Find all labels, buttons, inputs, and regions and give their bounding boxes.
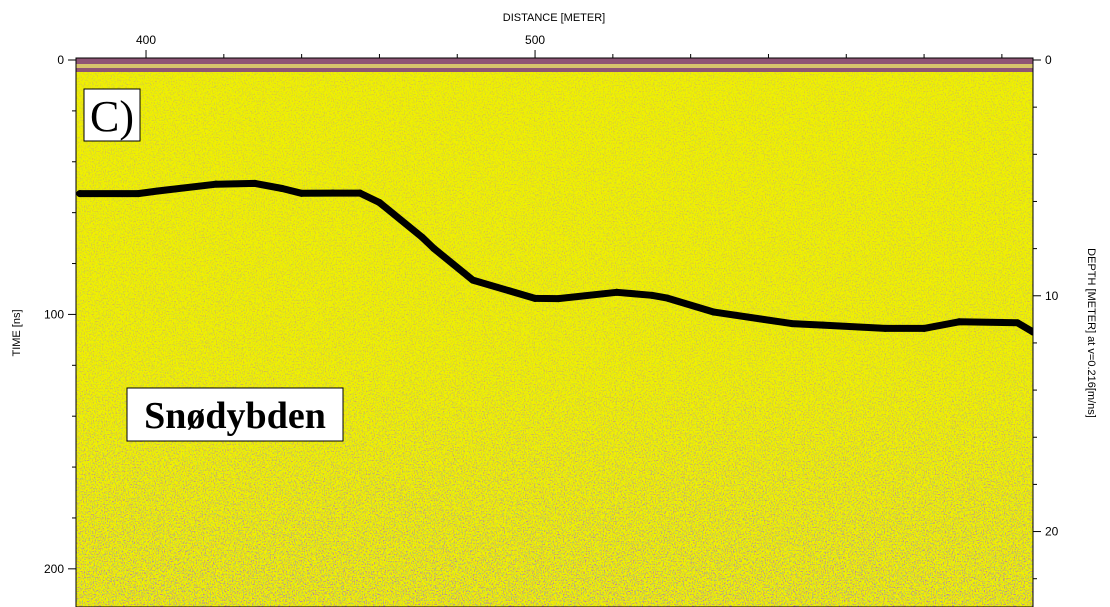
snow-depth-point bbox=[920, 324, 928, 332]
radargram-image bbox=[76, 58, 1033, 607]
annotation: Snødybden bbox=[126, 387, 344, 442]
snow-depth-point bbox=[881, 324, 889, 332]
x-axis-title: DISTANCE [METER] bbox=[503, 12, 605, 24]
snow-depth-point bbox=[298, 189, 306, 197]
snow-depth-point bbox=[1029, 328, 1033, 336]
y2-tick-label: 0 bbox=[1045, 53, 1052, 67]
snow-depth-point bbox=[1013, 319, 1021, 327]
snow-depth-point bbox=[356, 189, 364, 197]
radargram-surface-band-light bbox=[76, 64, 1033, 68]
y2-axis-title: DEPTH [METER] at v=0.216[m/ns] bbox=[1085, 248, 1097, 418]
left-axis: 0 100 200 bbox=[44, 53, 76, 576]
annotation-box bbox=[126, 387, 344, 442]
y2-tick-label: 20 bbox=[1045, 525, 1059, 539]
snow-depth-point bbox=[278, 184, 286, 192]
snow-depth-point bbox=[613, 288, 621, 296]
panel-label-text: C) bbox=[90, 92, 134, 141]
snow-depth-line bbox=[76, 179, 1033, 336]
panel-label: C) bbox=[83, 88, 141, 142]
y2-tick-label: 10 bbox=[1045, 289, 1059, 303]
panel-label-box bbox=[83, 88, 141, 142]
series-layer bbox=[76, 179, 1033, 336]
snow-depth-point bbox=[329, 189, 337, 197]
snow-depth-point bbox=[955, 318, 963, 326]
y-tick-label: 0 bbox=[57, 53, 64, 67]
snow-depth-point bbox=[212, 180, 220, 188]
snow-depth-point bbox=[76, 190, 84, 198]
snow-depth-point bbox=[251, 179, 259, 187]
snow-depth-point bbox=[554, 295, 562, 303]
x-tick-label: 500 bbox=[525, 33, 545, 47]
snow-depth-point bbox=[418, 233, 426, 241]
top-axis: 400 500 bbox=[136, 33, 1003, 58]
snow-depth-point bbox=[648, 291, 656, 299]
radargram-noise-deep bbox=[76, 72, 1033, 607]
snow-depth-point bbox=[788, 320, 796, 328]
snow-depth-point bbox=[430, 245, 438, 253]
y-tick-label: 100 bbox=[44, 307, 64, 321]
x-tick-label: 400 bbox=[136, 33, 156, 47]
snow-depth-point bbox=[375, 198, 383, 206]
snow-depth-point bbox=[819, 321, 827, 329]
snow-depth-point bbox=[469, 276, 477, 284]
snow-depth-point bbox=[154, 187, 162, 195]
snow-depth-point bbox=[531, 294, 539, 302]
y-tick-label: 200 bbox=[44, 562, 64, 576]
snow-depth-point bbox=[710, 308, 718, 316]
right-axis: 0 10 20 bbox=[1033, 53, 1059, 580]
y-axis-title: TIME [ns] bbox=[11, 309, 23, 356]
snow-depth-point bbox=[663, 294, 671, 302]
snow-depth-point bbox=[134, 190, 142, 198]
annotation-text: Snødybden bbox=[144, 395, 326, 437]
